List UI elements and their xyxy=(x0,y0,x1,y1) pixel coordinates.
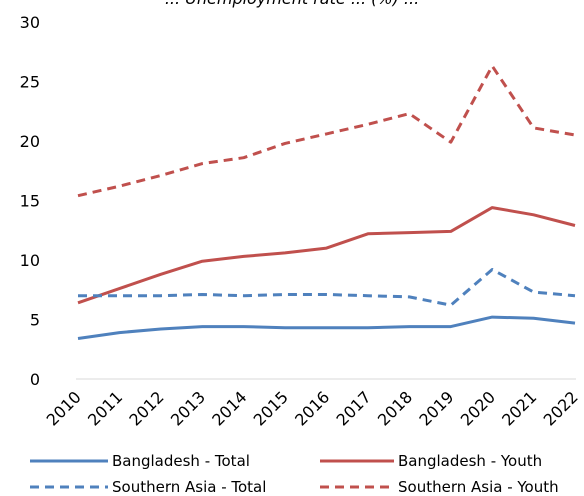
x-tick-label-2020: 2020 xyxy=(457,387,499,429)
legend: Bangladesh - Total Bangladesh - Youth Sout… xyxy=(30,452,559,496)
series-line-southern-asia-youth xyxy=(77,64,576,198)
y-tick-label-30: 30 xyxy=(20,13,40,32)
x-tick-label-2011: 2011 xyxy=(84,387,126,429)
legend-label-southern-asia-youth: Southern Asia - Youth xyxy=(398,478,559,496)
series-line-bangladesh-total xyxy=(77,315,576,340)
legend-label-bangladesh-total: Bangladesh - Total xyxy=(112,452,250,470)
x-axis-ticks: 2010 2011 2012 2013 2014 2015 2016 2017 2018 2019… xyxy=(43,387,582,429)
y-axis-ticks: 0 5 10 15 20 25 30 xyxy=(20,13,40,389)
x-tick-label-2015: 2015 xyxy=(250,387,292,429)
x-tick-label-2014: 2014 xyxy=(208,387,250,429)
x-tick-label-2013: 2013 xyxy=(167,387,209,429)
x-tick-label-2021: 2021 xyxy=(498,387,540,429)
y-tick-label-25: 25 xyxy=(20,73,40,92)
legend-label-bangladesh-youth: Bangladesh - Youth xyxy=(398,452,542,470)
x-tick-label-2022: 2022 xyxy=(540,387,582,429)
series-line-southern-asia-total xyxy=(78,268,576,307)
y-tick-label-0: 0 xyxy=(30,370,40,389)
y-tick-label-10: 10 xyxy=(20,251,40,270)
y-tick-label-5: 5 xyxy=(30,311,40,330)
x-tick-label-2010: 2010 xyxy=(43,387,85,429)
series-lines xyxy=(77,64,576,340)
x-tick-label-2018: 2018 xyxy=(374,387,416,429)
chart-title: ... Unemployment rate ... (%) ... xyxy=(165,0,419,8)
x-tick-label-2012: 2012 xyxy=(125,387,167,429)
y-tick-label-20: 20 xyxy=(20,132,40,151)
y-tick-label-15: 15 xyxy=(20,192,40,211)
x-tick-label-2017: 2017 xyxy=(333,387,375,429)
legend-label-southern-asia-total: Southern Asia - Total xyxy=(112,478,266,496)
x-tick-label-2016: 2016 xyxy=(291,387,333,429)
series-line-bangladesh-youth xyxy=(77,206,576,305)
x-tick-label-2019: 2019 xyxy=(415,387,457,429)
